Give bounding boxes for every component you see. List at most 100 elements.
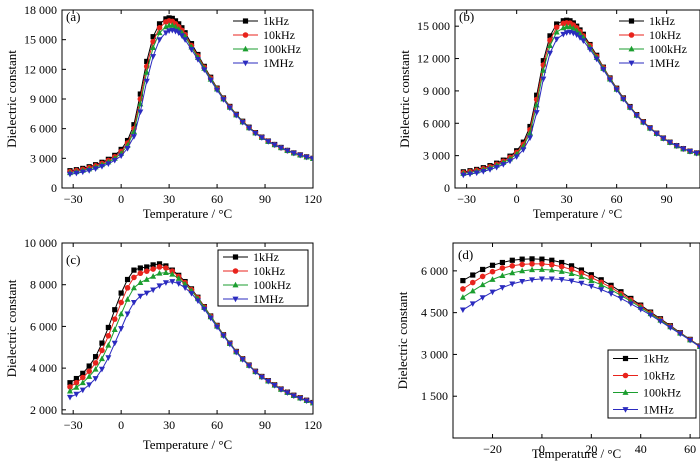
data-point-1MHz <box>573 32 580 39</box>
legend-label: 1MHz <box>253 292 284 306</box>
data-point-1MHz <box>657 318 664 325</box>
data-point-1MHz <box>660 136 667 142</box>
legend-label: 10kHz <box>649 28 681 42</box>
data-point-10kHz <box>460 286 466 292</box>
y-tick-label: 9 000 <box>423 84 450 98</box>
y-tick-label: 1 500 <box>421 389 448 403</box>
data-point-10kHz <box>124 285 131 291</box>
data-point-100kHz <box>79 379 86 386</box>
data-point-10kHz <box>99 347 105 354</box>
data-point-100kHz <box>175 275 182 281</box>
data-point-10kHz <box>479 273 486 280</box>
data-point-1kHz <box>169 15 175 22</box>
data-point-1MHz <box>627 105 633 111</box>
data-point-1MHz <box>303 154 310 161</box>
y-tick-label: 10 000 <box>24 236 57 250</box>
legend-marker <box>232 268 239 274</box>
data-point-10kHz <box>156 25 163 31</box>
data-point-100kHz <box>529 266 536 273</box>
legend-marker <box>242 45 249 52</box>
data-point-100kHz <box>499 272 506 278</box>
data-point-1kHz <box>150 262 156 268</box>
data-point-1MHz <box>587 46 593 53</box>
series-line-1MHz <box>462 278 700 348</box>
data-point-100kHz <box>459 294 466 300</box>
data-point-10kHz <box>111 316 118 322</box>
data-point-100kHz <box>519 267 526 274</box>
data-point-10kHz <box>469 279 476 286</box>
data-point-1MHz <box>489 289 496 296</box>
data-point-1MHz <box>239 357 246 363</box>
legend-marker <box>628 60 635 67</box>
data-point-1MHz <box>172 28 179 35</box>
data-point-1kHz <box>470 272 476 278</box>
data-point-1MHz <box>637 306 644 313</box>
data-point-1MHz <box>79 387 86 394</box>
y-tick-label: 15 000 <box>417 19 450 33</box>
data-point-100kHz <box>150 44 157 50</box>
x-tick-label: 30 <box>561 192 573 206</box>
data-point-1MHz <box>570 30 577 37</box>
data-point-1MHz <box>627 301 634 307</box>
legend-box <box>614 14 696 70</box>
legend-label: 1MHz <box>649 56 680 70</box>
data-point-100kHz <box>118 310 125 317</box>
data-point-100kHz <box>169 271 176 277</box>
data-point-1MHz <box>593 56 600 63</box>
data-point-1MHz <box>137 109 144 116</box>
legend-box <box>607 349 697 419</box>
y-tick-label: 6 000 <box>30 122 57 136</box>
y-tick-label: 12 000 <box>24 62 57 76</box>
data-point-1MHz <box>150 287 157 294</box>
x-axis-label: Temperature / °C <box>143 206 232 221</box>
x-tick-label: 30 <box>163 192 175 206</box>
x-tick-label: 120 <box>304 192 322 206</box>
legend-label: 1MHz <box>263 56 294 70</box>
x-tick-label: −30 <box>64 418 83 432</box>
x-axis-label: Temperature / °C <box>143 437 232 452</box>
data-point-1MHz <box>647 126 653 132</box>
data-point-1MHz <box>620 96 627 103</box>
data-point-1MHz <box>175 281 182 287</box>
chart-panel-b: −30 0 30 60 90 0 3 000 6 000 9 000 12 000 15 000 Te… <box>397 9 700 221</box>
data-point-1MHz <box>290 393 297 400</box>
data-point-1MHz <box>124 311 131 318</box>
data-point-1MHz <box>560 31 567 38</box>
data-point-100kHz <box>66 387 73 394</box>
data-point-1kHz <box>80 370 86 376</box>
legend-label: 10kHz <box>643 369 675 383</box>
data-point-100kHz <box>130 284 137 291</box>
data-point-1MHz <box>499 285 506 291</box>
data-point-1MHz <box>673 143 680 150</box>
data-point-100kHz <box>479 281 486 288</box>
data-point-1MHz <box>66 394 73 401</box>
data-point-1kHz <box>499 259 505 266</box>
data-point-100kHz <box>588 277 595 284</box>
data-point-1MHz <box>207 315 214 322</box>
data-point-10kHz <box>558 263 565 270</box>
data-point-100kHz <box>156 29 163 36</box>
legend-label: 1kHz <box>643 352 669 366</box>
data-point-1kHz <box>137 265 143 271</box>
data-point-1MHz <box>252 369 259 376</box>
data-point-100kHz <box>598 281 605 288</box>
data-point-100kHz <box>538 266 545 272</box>
legend-marker <box>622 355 629 362</box>
y-tick-label: 12 000 <box>417 52 450 66</box>
data-point-1MHz <box>297 152 304 159</box>
data-point-1MHz <box>105 355 112 361</box>
data-point-100kHz <box>172 23 179 30</box>
data-point-1MHz <box>647 312 654 319</box>
data-point-1kHz <box>144 264 150 270</box>
data-point-1MHz <box>214 87 221 94</box>
data-point-1kHz <box>156 21 163 27</box>
data-point-1MHz <box>607 77 613 83</box>
data-point-100kHz <box>124 296 131 302</box>
y-axis-label: Dielectric constant <box>395 291 410 389</box>
data-point-1MHz <box>188 291 195 297</box>
data-point-1MHz <box>118 326 125 332</box>
data-point-1MHz <box>182 37 189 43</box>
data-point-1kHz <box>460 278 466 284</box>
